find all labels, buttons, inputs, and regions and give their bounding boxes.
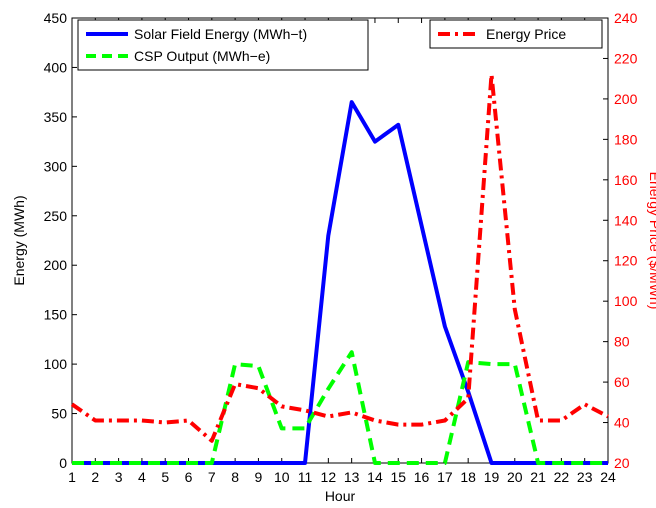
- y-tick-label: 350: [44, 109, 68, 125]
- y-tick-label: 250: [44, 208, 68, 224]
- x-tick-label: 7: [208, 469, 216, 485]
- y-tick-label: 0: [59, 455, 67, 471]
- y-tick-label: 150: [44, 307, 68, 323]
- y2-tick-label: 20: [614, 455, 630, 471]
- y-tick-label: 300: [44, 158, 68, 174]
- x-tick-label: 1: [68, 469, 76, 485]
- y2-tick-label: 160: [614, 172, 638, 188]
- x-tick-label: 3: [115, 469, 123, 485]
- right-y-axis-title: Energy Price ($/MWh): [647, 172, 656, 310]
- y2-tick-label: 40: [614, 415, 630, 431]
- series-line-2: [70, 72, 609, 443]
- y-tick-label: 50: [51, 406, 67, 422]
- y2-tick-label: 200: [614, 91, 638, 107]
- x-tick-label: 23: [577, 469, 593, 485]
- legend-label-energy-price: Energy Price: [486, 26, 566, 42]
- legend-right-box: [429, 19, 603, 49]
- y2-tick-label: 60: [614, 374, 630, 390]
- y2-tick-label: 220: [614, 50, 638, 66]
- x-tick-label: 22: [554, 469, 570, 485]
- x-tick-label: 14: [367, 469, 383, 485]
- x-tick-label: 10: [274, 469, 290, 485]
- x-tick-label: 11: [298, 469, 313, 485]
- y2-tick-label: 100: [614, 293, 638, 309]
- y2-tick-label: 180: [614, 131, 638, 147]
- x-tick-label: 13: [344, 469, 360, 485]
- y2-tick-label: 120: [614, 253, 638, 269]
- x-tick-label: 21: [530, 469, 546, 485]
- x-tick-label: 18: [460, 469, 476, 485]
- legend-label-csp-output: CSP Output (MWh−e): [134, 48, 270, 64]
- series-line-1: [72, 350, 608, 465]
- y2-tick-label: 80: [614, 334, 630, 350]
- x-tick-label: 15: [390, 469, 406, 485]
- x-tick-label: 9: [255, 469, 263, 485]
- legend-right: Energy Price: [429, 19, 603, 49]
- x-axis-title: Hour: [325, 488, 356, 504]
- x-tick-label: 8: [231, 469, 239, 485]
- y-tick-label: 100: [44, 356, 68, 372]
- x-tick-label: 6: [185, 469, 193, 485]
- legend-left-box: [77, 19, 369, 71]
- right-y-axis: 20 40 60 80 100 120 140 160 180 200 220 240: [603, 10, 638, 471]
- plot-area: [71, 17, 609, 464]
- y2-tick-label: 240: [614, 10, 638, 26]
- series-line-0: [72, 100, 608, 465]
- x-tick-label: 16: [414, 469, 430, 485]
- x-tick-label: 24: [600, 469, 616, 485]
- series-layer: [70, 72, 609, 465]
- x-tick-label: 19: [484, 469, 500, 485]
- y-tick-label: 400: [44, 59, 68, 75]
- x-tick-label: 12: [321, 469, 337, 485]
- x-tick-label: 2: [91, 469, 99, 485]
- legend-label-solar-field-energy: Solar Field Energy (MWh−t): [134, 26, 307, 42]
- left-y-axis: 0 50 100 150 200 250 300 350 400 450: [44, 10, 77, 471]
- x-tick-label: 20: [507, 469, 523, 485]
- legend-left: Solar Field Energy (MWh−t) CSP Output (M…: [77, 19, 369, 71]
- y-tick-label: 450: [44, 10, 68, 26]
- y2-tick-label: 140: [614, 212, 638, 228]
- x-tick-label: 17: [437, 469, 453, 485]
- left-y-axis-title: Energy (MWh): [11, 195, 27, 285]
- x-tick-label: 4: [138, 469, 146, 485]
- plot-frame: [71, 17, 609, 464]
- x-tick-label: 5: [161, 469, 169, 485]
- y-tick-label: 200: [44, 257, 68, 273]
